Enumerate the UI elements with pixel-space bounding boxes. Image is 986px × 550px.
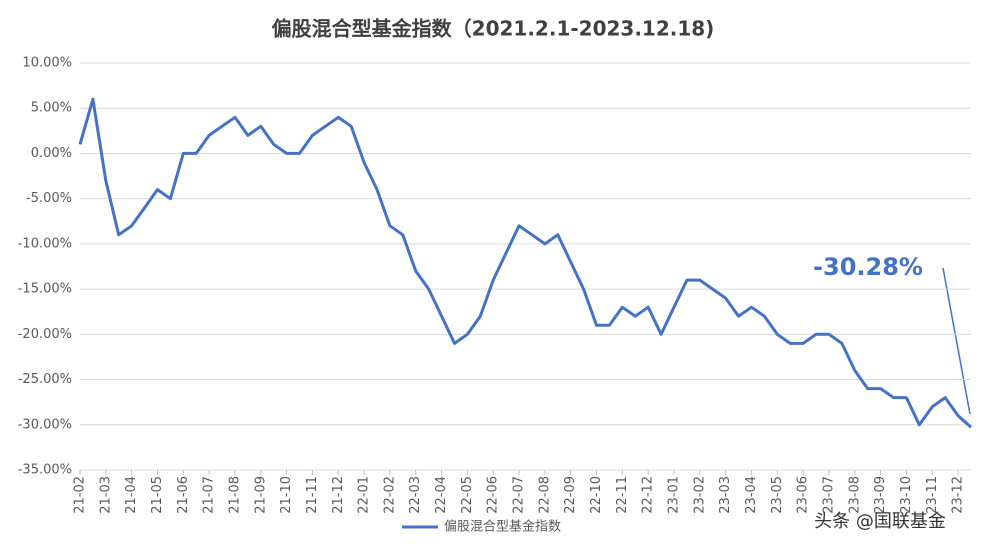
x-tick-label: 21-04 <box>124 476 139 514</box>
x-tick-label: 21-09 <box>253 476 268 514</box>
x-tick-label: 21-11 <box>305 476 320 514</box>
x-tick-label: 23-08 <box>847 476 862 514</box>
x-tick-label: 22-05 <box>460 476 475 514</box>
x-tick-label: 22-12 <box>641 476 656 514</box>
x-tick-label: 21-03 <box>98 476 113 514</box>
x-tick-label: 23-11 <box>925 476 940 514</box>
x-tick-label: 23-09 <box>873 476 888 514</box>
y-tick-label: -5.00% <box>26 191 72 206</box>
x-tick-label: 23-10 <box>899 476 914 514</box>
y-tick-label: 5.00% <box>31 101 72 116</box>
x-tick-label: 21-08 <box>227 476 242 514</box>
y-tick-label: -30.00% <box>18 417 72 432</box>
x-tick-label: 21-12 <box>331 476 346 514</box>
x-tick-label: 23-04 <box>744 476 759 514</box>
y-tick-label: 0.00% <box>31 146 72 161</box>
x-tick-label: 23-06 <box>796 476 811 514</box>
x-tick-label: 21-10 <box>279 476 294 514</box>
y-tick-label: 10.00% <box>22 56 72 71</box>
x-tick-label: 23-02 <box>692 476 707 514</box>
y-tick-label: -20.00% <box>18 327 72 342</box>
x-tick-label: 22-10 <box>589 476 604 514</box>
x-tick-label: 22-07 <box>512 476 527 514</box>
annotation: -30.28% <box>813 253 923 281</box>
chart-title: 偏股混合型基金指数（2021.2.1-2023.12.18) <box>272 17 715 41</box>
y-tick-label: -35.00% <box>18 463 72 478</box>
x-tick-label: 23-07 <box>821 476 836 514</box>
x-tick-label: 22-03 <box>408 476 423 514</box>
x-tick-label: 22-09 <box>563 476 578 514</box>
series-line <box>78 97 973 429</box>
x-tick-label: 23-01 <box>667 476 682 514</box>
x-tick-label: 23-12 <box>951 476 966 514</box>
x-tick-label: 22-02 <box>382 476 397 514</box>
x-tick-label: 21-05 <box>150 476 165 514</box>
y-tick-label: -15.00% <box>18 282 72 297</box>
x-tick-label: 23-05 <box>770 476 785 514</box>
y-tick-label: -10.00% <box>18 236 72 251</box>
watermark: 头条 @国联基金 <box>814 511 946 532</box>
x-tick-label: 21-06 <box>176 476 191 514</box>
x-tick-label: 21-07 <box>202 476 217 514</box>
x-tick-label: 22-11 <box>615 476 630 514</box>
x-tick-label: 22-06 <box>486 476 501 514</box>
x-tick-label: 22-01 <box>357 476 372 514</box>
annotation-arrow <box>942 267 971 415</box>
x-tick-label: 23-03 <box>718 476 733 514</box>
legend-label: 偏股混合型基金指数 <box>444 519 561 535</box>
x-tick-label: 21-02 <box>73 476 88 514</box>
y-tick-label: -25.00% <box>18 372 72 387</box>
x-tick-label: 22-04 <box>434 476 449 514</box>
x-tick-label: 22-08 <box>537 476 552 514</box>
